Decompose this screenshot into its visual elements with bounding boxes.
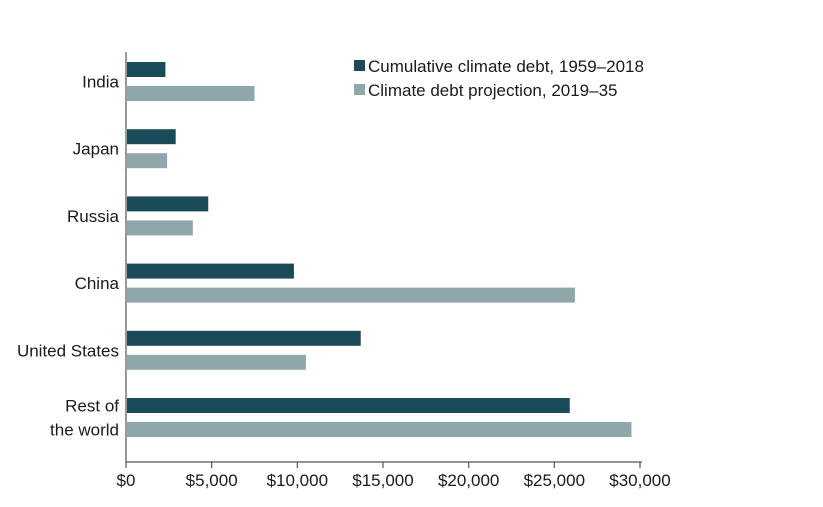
legend-swatch-series-2 [354,84,365,95]
bar-china-series-2 [127,287,575,303]
x-tick-label: $15,000 [352,471,413,490]
x-tick-label: $5,000 [186,471,238,490]
x-tick-label: $0 [117,471,136,490]
bar-rest-of-the-world-series-2 [127,422,632,437]
bar-united-states-series-1 [127,330,361,346]
category-label: United States [17,341,119,360]
x-tick-label: $25,000 [524,471,585,490]
category-label: Russia [67,207,120,226]
bars [127,62,632,437]
category-label: China [75,274,120,293]
category-label: Rest of the world [50,397,119,440]
legend-label-series-1: Cumulative climate debt, 1959–2018 [368,57,644,76]
x-tick-label: $10,000 [267,471,328,490]
x-tick-label: $20,000 [438,471,499,490]
bar-united-states-series-2 [127,354,306,370]
bar-india-series-2 [127,86,255,101]
legend: Cumulative climate debt, 1959–2018 Clima… [354,57,644,100]
bar-india-series-1 [127,62,166,77]
category-label: Japan [73,140,119,159]
bar-japan-series-1 [127,129,176,145]
bar-russia-series-2 [127,220,193,236]
bar-russia-series-1 [127,196,209,212]
x-axis-ticks: $0 $5,000 $10,000 $15,000 $20,000 $25,000 $30,… [117,462,671,490]
bar-rest-of-the-world-series-1 [127,398,570,413]
legend-label-series-2: Climate debt projection, 2019–35 [368,81,618,100]
bar-china-series-1 [127,263,294,279]
bar-japan-series-2 [127,153,168,169]
category-label: India [82,73,119,92]
x-tick-label: $30,000 [609,471,670,490]
legend-swatch-series-1 [354,60,365,71]
category-labels: India Japan Russia China United States Rest o… [17,73,120,440]
